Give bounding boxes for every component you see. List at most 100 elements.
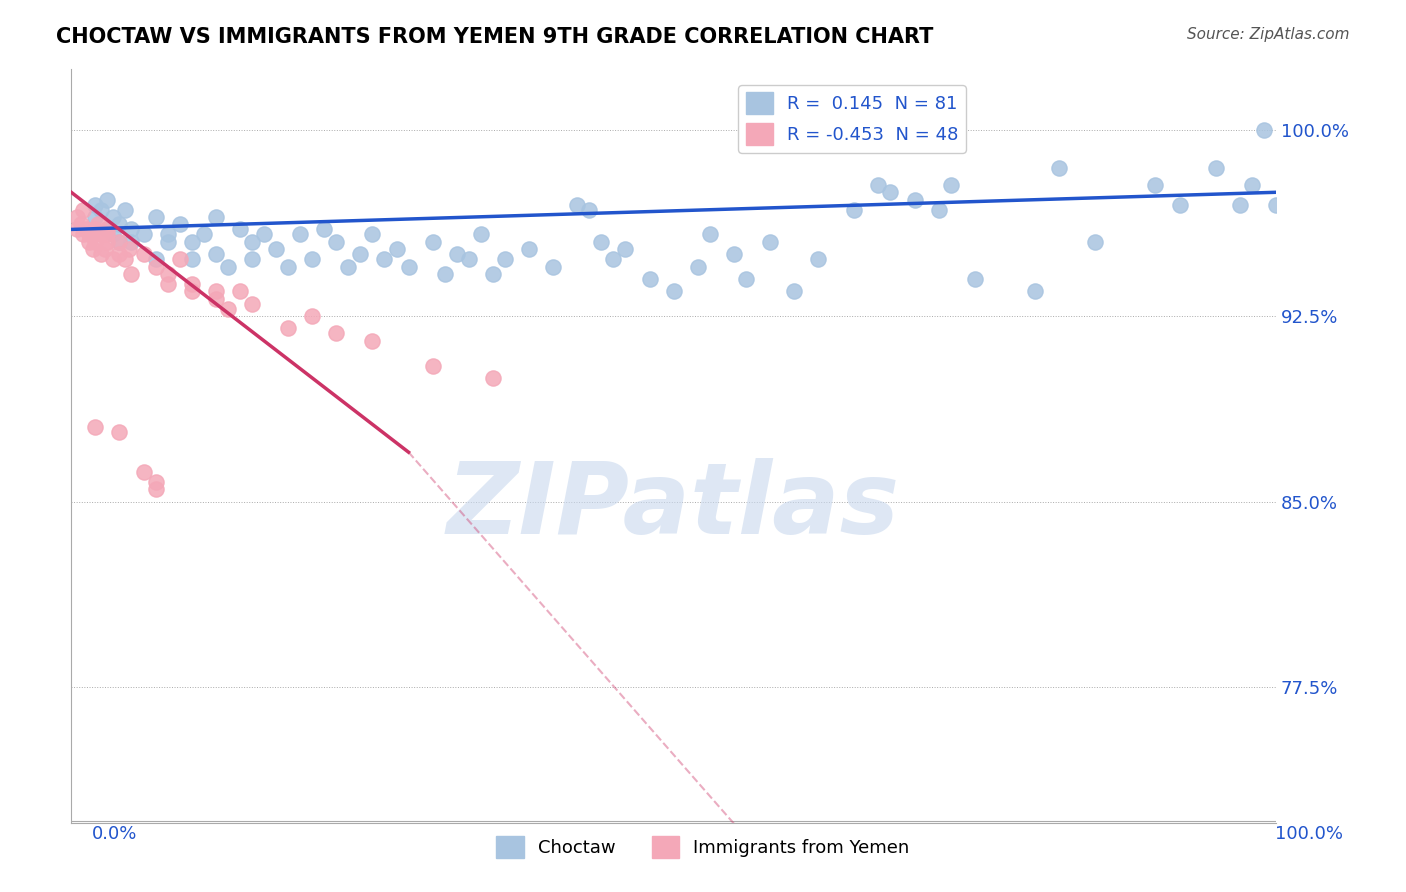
Point (928, 202, 950, 217)
Point (288, 227, 311, 242)
Point (103, 210, 125, 224)
Point (156, 227, 179, 242)
Point (84, 227, 107, 242)
Point (132, 247, 155, 261)
Point (229, 222, 252, 236)
Point (373, 252, 395, 266)
Point (1265, 197, 1288, 211)
Point (240, 252, 263, 266)
Point (734, 272, 756, 286)
Text: Source: ZipAtlas.com: Source: ZipAtlas.com (1187, 27, 1350, 42)
Point (567, 197, 589, 211)
Point (121, 222, 143, 236)
Point (96, 235, 118, 249)
Point (457, 252, 479, 266)
Point (72, 202, 94, 217)
Point (638, 272, 661, 286)
Point (517, 242, 540, 256)
Point (482, 371, 505, 385)
Point (75, 222, 97, 236)
Point (156, 277, 179, 291)
Point (180, 285, 202, 299)
Point (277, 260, 299, 274)
Point (180, 235, 202, 249)
Point (1229, 197, 1251, 211)
Point (121, 235, 143, 249)
Point (156, 267, 179, 281)
Point (84, 222, 107, 236)
Point (686, 260, 709, 274)
Point (66, 210, 89, 224)
Point (301, 309, 323, 323)
Point (939, 178, 962, 192)
Point (145, 210, 167, 224)
Point (90, 227, 112, 242)
Legend: Choctaw, Immigrants from Yemen: Choctaw, Immigrants from Yemen (489, 829, 917, 865)
Point (325, 235, 347, 249)
Point (96, 227, 118, 242)
Point (84, 235, 107, 249)
Point (145, 260, 167, 274)
Point (108, 235, 131, 249)
Point (94, 242, 117, 256)
Point (240, 235, 263, 249)
Point (79, 227, 101, 242)
Point (145, 483, 167, 497)
Point (591, 235, 613, 249)
Text: 100.0%: 100.0% (1275, 825, 1343, 843)
Point (90, 202, 112, 217)
Point (229, 285, 252, 299)
Point (204, 292, 226, 306)
Point (96, 222, 118, 236)
Point (70, 218, 93, 232)
Point (108, 218, 131, 232)
Point (90, 247, 112, 261)
Point (277, 321, 299, 335)
Point (1084, 235, 1107, 249)
Point (759, 235, 782, 249)
Point (96, 222, 118, 236)
Point (114, 202, 136, 217)
Point (337, 260, 360, 274)
Point (180, 252, 202, 266)
Point (204, 285, 226, 299)
Point (253, 227, 276, 242)
Point (87, 218, 110, 232)
Point (217, 260, 239, 274)
Point (180, 277, 202, 291)
Point (482, 267, 505, 281)
Point (169, 252, 191, 266)
Legend: R =  0.145  N = 81, R = -0.453  N = 48: R = 0.145 N = 81, R = -0.453 N = 48 (738, 85, 966, 153)
Point (193, 227, 215, 242)
Point (602, 252, 624, 266)
Point (108, 235, 131, 249)
Point (66, 222, 89, 236)
Point (1144, 178, 1167, 192)
Point (494, 252, 516, 266)
Point (385, 242, 408, 256)
Point (108, 247, 131, 261)
Point (879, 186, 901, 200)
Point (264, 242, 287, 256)
Text: ZIPatlas: ZIPatlas (447, 458, 900, 555)
Point (82, 242, 104, 256)
Point (783, 285, 806, 299)
Point (699, 227, 721, 242)
Point (204, 210, 226, 224)
Point (1168, 197, 1191, 211)
Point (79, 235, 101, 249)
Point (578, 202, 600, 217)
Point (103, 252, 125, 266)
Point (84, 420, 107, 434)
Point (204, 247, 226, 261)
Point (118, 242, 141, 256)
Point (903, 193, 925, 207)
Point (361, 227, 384, 242)
Point (132, 465, 155, 479)
Point (723, 247, 745, 261)
Point (398, 260, 420, 274)
Point (541, 260, 564, 274)
Point (1047, 161, 1070, 175)
Point (422, 359, 444, 373)
Point (132, 227, 155, 242)
